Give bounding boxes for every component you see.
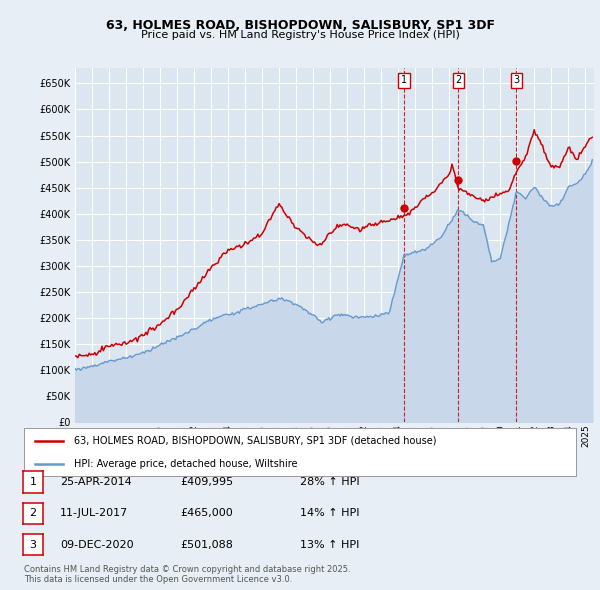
Text: 2: 2 xyxy=(455,76,461,85)
Text: 25-APR-2014: 25-APR-2014 xyxy=(60,477,132,487)
Text: 09-DEC-2020: 09-DEC-2020 xyxy=(60,540,134,549)
Text: 1: 1 xyxy=(401,76,407,85)
Text: Price paid vs. HM Land Registry's House Price Index (HPI): Price paid vs. HM Land Registry's House … xyxy=(140,30,460,40)
Text: 63, HOLMES ROAD, BISHOPDOWN, SALISBURY, SP1 3DF: 63, HOLMES ROAD, BISHOPDOWN, SALISBURY, … xyxy=(106,19,494,32)
Text: 13% ↑ HPI: 13% ↑ HPI xyxy=(300,540,359,549)
Text: 3: 3 xyxy=(514,76,520,85)
Text: HPI: Average price, detached house, Wiltshire: HPI: Average price, detached house, Wilt… xyxy=(74,459,297,469)
Text: 63, HOLMES ROAD, BISHOPDOWN, SALISBURY, SP1 3DF (detached house): 63, HOLMES ROAD, BISHOPDOWN, SALISBURY, … xyxy=(74,436,436,446)
Text: Contains HM Land Registry data © Crown copyright and database right 2025.
This d: Contains HM Land Registry data © Crown c… xyxy=(24,565,350,584)
Text: £409,995: £409,995 xyxy=(180,477,233,487)
Text: 11-JUL-2017: 11-JUL-2017 xyxy=(60,509,128,518)
Text: £465,000: £465,000 xyxy=(180,509,233,518)
Text: 3: 3 xyxy=(29,540,37,549)
Text: 28% ↑ HPI: 28% ↑ HPI xyxy=(300,477,359,487)
Text: 1: 1 xyxy=(29,477,37,487)
Text: £501,088: £501,088 xyxy=(180,540,233,549)
Text: 14% ↑ HPI: 14% ↑ HPI xyxy=(300,509,359,518)
Text: 2: 2 xyxy=(29,509,37,518)
